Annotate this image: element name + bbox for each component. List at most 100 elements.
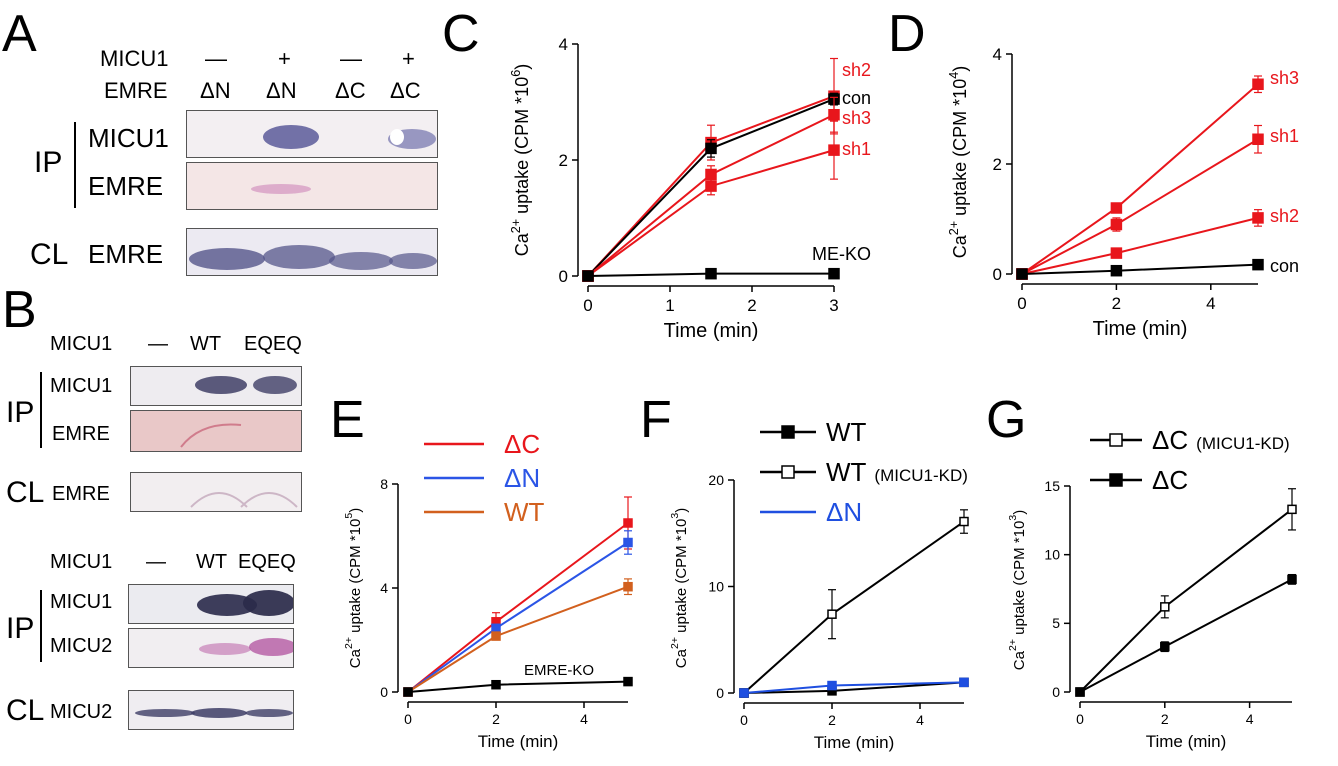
data-point [1016,268,1028,280]
series-c-4 [582,267,840,282]
data-point [1160,602,1170,612]
series-line [1079,578,1293,693]
y-tick-label: 5 [1052,615,1060,631]
x-tick-label: 0 [1076,711,1084,727]
y-tick-label: 0 [1052,684,1060,700]
panel-b-bottom-blot-cl-micu2-bands [135,708,293,718]
data-point [1160,641,1170,652]
legend-label: ΔN [504,463,540,493]
x-tick-label: 4 [580,711,588,727]
y-tick-label: 0 [559,267,568,286]
panel-b-bottom-blot-cl-micu2 [128,690,294,730]
y-axis-label: Ca2+ uptake (CPM *103) [1007,510,1028,670]
data-point [705,142,717,155]
series-label: sh2 [842,60,871,80]
chart-e: 0 4 8 0 2 4 Time (min) Ca2+ uptake (CPM *105) EM… [343,429,633,751]
y-tick-label: 15 [1044,478,1060,494]
series-line [743,520,965,694]
panel-a-ip-label: IP [34,146,63,179]
panel-a-blot2-label: EMRE [88,171,164,201]
panel-b-bottom-blot-micu2-bands [199,638,293,656]
legend-marker [1109,473,1123,487]
panel-a-blot-micu1 [186,110,438,158]
data-point [1287,574,1297,585]
panel-b-bottom-header-label: MICU1 [50,551,113,573]
panel-a-micu1-col-2: + [278,46,291,71]
y-tick-label: 2 [993,155,1002,174]
data-point [1110,264,1123,277]
data-point [491,631,501,641]
x-tick-label: 3 [829,296,838,315]
panel-b-bottom-col-3: EQEQ [238,551,296,573]
x-tick-label: 4 [1246,711,1254,727]
panel-b-top-col-1: — [148,333,168,355]
y-tick-label: 0 [716,685,724,701]
panel-b-bottom-blot1-label: MICU1 [50,591,113,613]
x-axis-label: Time (min) [1093,318,1188,340]
chart-g: 0 5 10 15 0 2 4 Time (min) Ca2+ uptake (CPM *103… [1007,425,1297,751]
panel-a-blot-emre [186,162,438,210]
panel-b-top-blot-micu1-bands [195,376,297,394]
series-g-1 [1075,573,1297,697]
panel-letter-c: C [442,5,480,63]
legend-label: ΔC [1152,465,1188,495]
panel-a-micu1-col-1: — [205,46,227,71]
y-tick-label: 4 [559,35,568,54]
series-label: con [1270,256,1299,276]
x-axis-label: Time (min) [664,320,759,342]
panel-b-top-blot-cl-emre-bands [190,492,298,508]
panel-b-top-col-3: EQEQ [244,333,302,355]
series-e-2 [403,578,633,697]
panel-b-bottom-col-1: — [146,551,166,573]
panel-a-blot-emre-bands [251,184,311,194]
panel-b-bottom-cl-label: CL [6,694,45,727]
x-tick-label: 2 [492,711,500,727]
panel-a-blot-cl-emre [186,228,438,276]
legend-f: WT WT (MICU1-KD) ΔN [760,417,968,527]
panel-letter-b: B [2,281,37,339]
chart-f: 0 10 20 0 2 4 Time (min) Ca2+ uptake (CPM *103)… [669,417,969,752]
panel-a-cl-label: CL [30,238,69,271]
y-tick-label: 10 [708,578,724,594]
y-tick-label: 0 [380,684,388,700]
panel-b-bottom-blot3-label: MICU2 [50,701,113,723]
series-d-3 [1016,258,1264,280]
panel-a-blot-micu1-bands [263,125,436,149]
panel-a-blot3-label: EMRE [88,239,164,269]
panel-b-top-blot-emre [130,410,302,452]
panel-a-blot-cl-emre-bands [189,245,437,270]
panel-b-bottom-blot-micu1 [128,584,294,624]
data-point [623,518,633,528]
data-point [827,680,837,691]
series-line [407,541,629,693]
panel-letter-d: D [888,5,926,63]
series-label: ME-KO [812,244,871,264]
y-tick-label: 4 [993,45,1002,64]
series-label: sh3 [842,108,871,128]
legend-g: ΔC (MICU1-KD) ΔC [1090,425,1290,495]
panel-b-top-blot-micu1 [130,366,302,406]
panel-b-bottom-blot-micu2 [128,628,294,668]
legend-marker [781,465,795,479]
panel-b-top-blot-cl-emre [130,472,302,512]
panel-b-top-ip-bracket [40,372,42,448]
legend-label: ΔC [504,429,540,459]
panel-b-top-blot3-label: EMRE [52,483,110,505]
x-tick-label: 4 [1206,294,1215,313]
legend-e: ΔC ΔN WT [424,429,545,527]
series-line [1079,508,1293,693]
data-point [623,537,633,548]
data-point [1287,504,1297,515]
panel-b-top-cl-label: CL [6,476,45,509]
legend-label: WT (MICU1-KD) [826,457,968,487]
data-point [491,679,501,690]
y-tick-label: 2 [559,151,568,170]
x-tick-label: 1 [665,296,674,315]
data-point [1075,687,1085,697]
panel-a-emre-col-4: ΔC [390,78,421,103]
panel-b-bottom-ip-bracket [40,590,42,662]
legend-marker [781,425,795,439]
data-point [1110,218,1123,231]
data-point [1252,212,1264,224]
